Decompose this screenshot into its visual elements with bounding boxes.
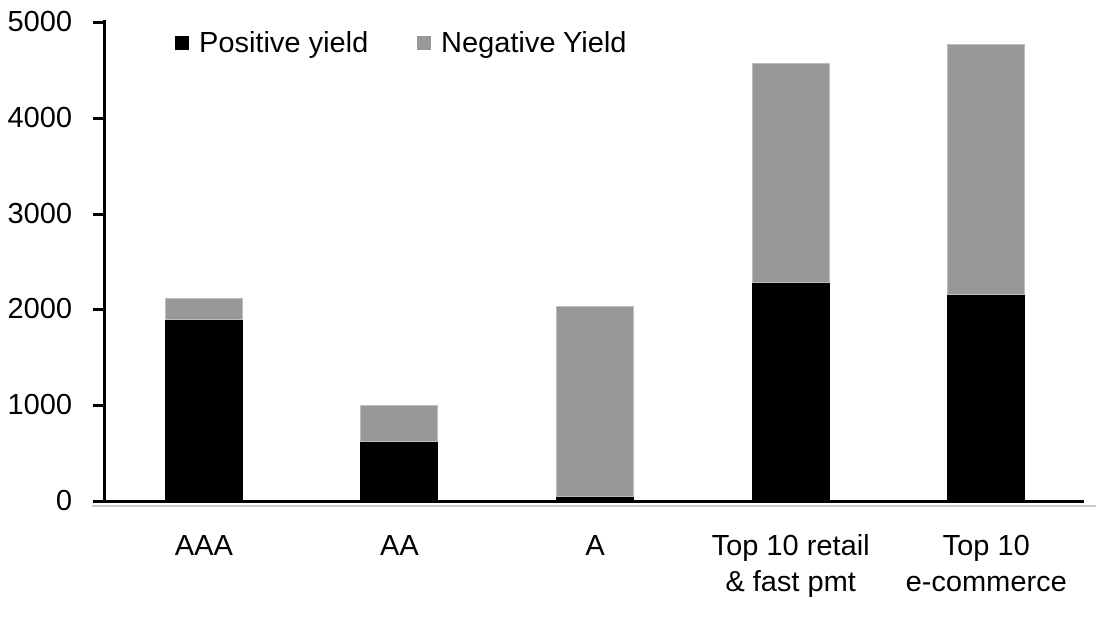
y-axis-tick [93, 308, 106, 312]
x-axis-label: A [585, 530, 605, 562]
bar-segment-negative-yield [751, 63, 830, 283]
y-axis-tick-label: 2000 [7, 293, 72, 326]
bar-segment-negative-yield [556, 305, 634, 498]
y-axis-tick-label: 1000 [7, 389, 72, 422]
x-axis-label: AA [380, 530, 419, 562]
x-axis-label: AAA [174, 530, 233, 562]
legend-label-negative-yield: Negative Yield [441, 27, 627, 59]
legend-swatch-positive-yield [175, 36, 189, 50]
bar-segment-positive-yield [947, 295, 1026, 501]
y-axis-tick-label: 4000 [7, 101, 72, 134]
legend-swatch-negative-yield [417, 36, 431, 50]
bar-segment-positive-yield [164, 319, 243, 501]
y-axis-tick-label: 5000 [7, 6, 72, 38]
y-axis-tick-label: 0 [55, 485, 72, 517]
y-axis-tick [93, 212, 106, 216]
x-axis-label: Top 10 retail & fast pmt [711, 530, 870, 598]
axis-shadow-line [92, 505, 1096, 507]
legend: Positive yield Negative Yield [0, 0, 1102, 70]
bar-segment-positive-yield [360, 441, 439, 501]
y-axis-tick [93, 21, 106, 24]
legend-label-positive-yield: Positive yield [199, 27, 369, 59]
y-axis-line [103, 20, 106, 503]
bar-segment-positive-yield [751, 282, 830, 501]
bar-segment-negative-yield [360, 405, 439, 442]
y-axis-tick [93, 404, 106, 408]
y-axis-tick [93, 116, 106, 120]
x-axis-label: Top 10 e-commerce [905, 530, 1067, 598]
bar-segment-positive-yield [556, 497, 634, 501]
y-axis-tick-label: 3000 [7, 197, 72, 230]
legend-item-positive-yield: Positive yield [175, 28, 368, 58]
bar-segment-negative-yield [947, 44, 1026, 296]
x-axis-line [103, 500, 1084, 503]
y-axis-tick [93, 500, 106, 503]
legend-item-negative-yield: Negative Yield [417, 28, 626, 58]
bar-segment-negative-yield [164, 297, 243, 320]
